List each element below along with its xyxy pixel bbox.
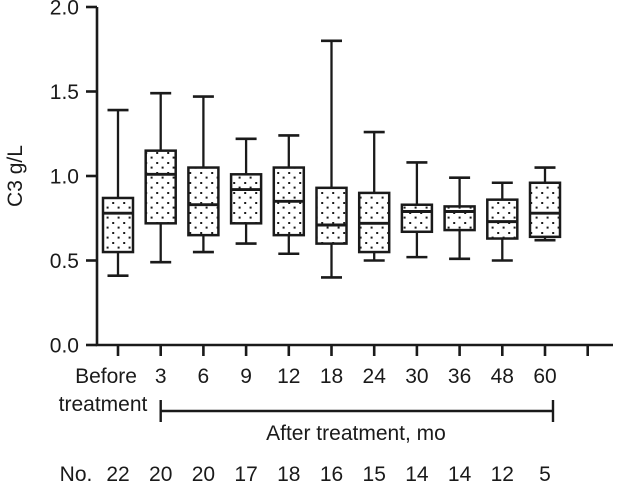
x-tick-label: Before [75,365,137,388]
y-tick-label: 0.0 [50,335,79,358]
box-series [101,39,562,279]
counts-row-label: No. [60,463,93,486]
x-tick-label: 12 [277,365,300,388]
box-group [443,176,476,261]
box-group [357,130,391,262]
box-group [528,166,562,242]
iqr-box [101,196,135,254]
y-tick-label: 1.5 [50,81,79,104]
box-group [229,137,263,245]
y-tick-label: 0.5 [50,250,79,273]
count-value: 20 [149,463,172,486]
box-group [315,39,348,279]
count-value: 16 [320,463,343,486]
iqr-box [187,166,220,237]
box-group [272,134,306,256]
count-value: 18 [277,463,300,486]
x-tick-label: 24 [363,365,387,388]
box-group [187,95,220,254]
box-group [486,181,519,262]
iqr-box [528,181,562,239]
iqr-box [315,186,348,245]
x-tick-label: 30 [405,365,428,388]
count-value: 12 [491,463,514,486]
x-tick-label: 60 [533,365,556,388]
after-treatment-label: After treatment, mo [266,422,446,445]
box-group [101,108,135,278]
count-value: 5 [539,463,551,486]
iqr-box [144,149,177,225]
after-treatment-bracket [159,400,555,422]
axes [86,5,613,356]
box-group [400,161,434,259]
y-tick-label: 1.0 [50,166,79,189]
count-value: 15 [363,463,386,486]
x-tick-label: 3 [155,365,167,388]
y-axis-title: C3 g/L [4,145,27,207]
iqr-box [229,173,263,225]
iqr-box [400,203,434,234]
count-value: 14 [405,463,429,486]
count-value: 17 [234,463,257,486]
x-tick-label: 48 [491,365,514,388]
x-tick-label: treatment [59,393,148,416]
x-tick-label: 9 [240,365,252,388]
count-value: 22 [106,463,129,486]
count-value: 14 [448,463,472,486]
count-value: 20 [192,463,215,486]
iqr-box [443,205,476,232]
y-tick-label: 2.0 [50,0,79,20]
box-group [144,91,177,264]
x-tick-label: 6 [198,365,210,388]
x-tick-label: 18 [320,365,343,388]
x-tick-label: 36 [448,365,471,388]
iqr-box [486,198,519,240]
